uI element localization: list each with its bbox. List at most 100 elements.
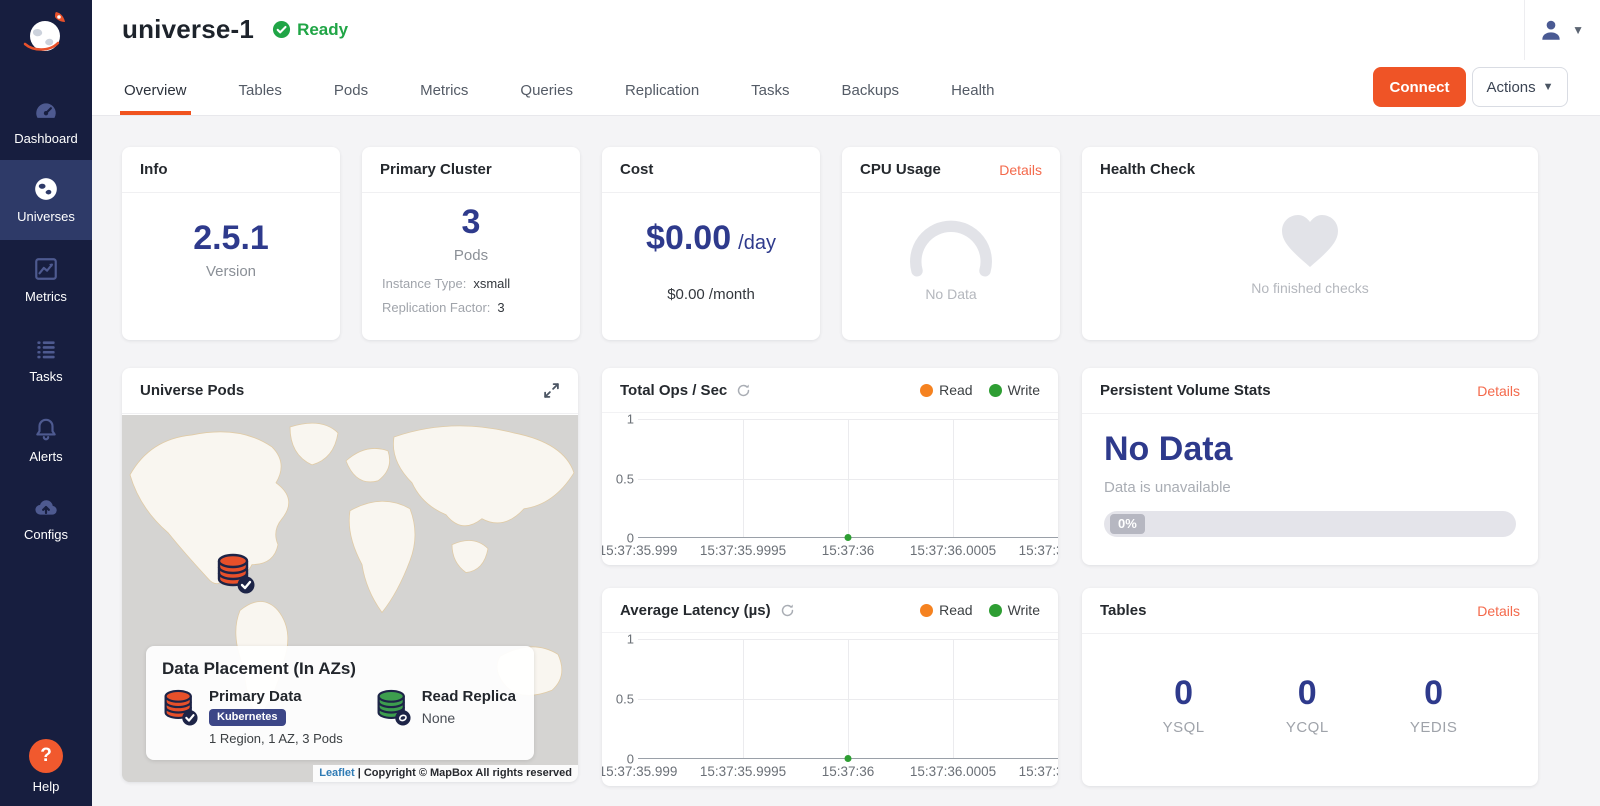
read-replica-group: Read Replica None [375, 688, 516, 746]
legend-write: Write [988, 382, 1040, 398]
replica-database-icon [377, 689, 411, 726]
tables-card: Tables Details 0 YSQL 0 YCQL 0 YEDIS [1082, 588, 1538, 786]
primary-data-group: Primary Data Kubernetes 1 Region, 1 AZ, … [162, 688, 343, 746]
connect-button[interactable]: Connect [1373, 67, 1466, 107]
world-map-graphic [122, 415, 578, 782]
sidebar-item-label: Alerts [29, 448, 63, 464]
line-chart-icon [35, 257, 57, 280]
refresh-icon[interactable] [736, 383, 751, 398]
write-legend-label: Write [1007, 382, 1040, 398]
volume-progress-label: 0% [1110, 514, 1145, 534]
read-legend-dot [920, 603, 934, 617]
cpu-details-link[interactable]: Details [999, 161, 1042, 178]
volume-no-data-text: No Data [1104, 430, 1233, 468]
cpu-usage-title: CPU Usage [860, 161, 941, 178]
tab-health[interactable]: Health [951, 82, 995, 99]
header-divider [1524, 0, 1525, 60]
tab-bar: Overview Tables Pods Metrics Queries Rep… [120, 72, 996, 115]
app-logo[interactable] [0, 8, 92, 60]
help-icon: ? [29, 739, 63, 773]
sidebar-item-help[interactable]: ? Help [0, 739, 92, 794]
legend-read: Read [920, 382, 973, 398]
legend-write: Write [988, 602, 1040, 618]
tab-replication[interactable]: Replication [624, 82, 700, 99]
universe-pods-card: Universe Pods [122, 368, 578, 782]
x-tick: 15:37:36.001 [1018, 764, 1058, 779]
tables-details-link[interactable]: Details [1477, 602, 1520, 619]
expand-icon[interactable] [543, 382, 560, 399]
read-replica-label: Read Replica [421, 688, 516, 705]
map-attribution: Leaflet | Copyright © MapBox All rights r… [313, 765, 578, 782]
task-list-icon [37, 340, 55, 358]
x-tick: 15:37:36 [821, 764, 875, 779]
tab-tables[interactable]: Tables [238, 82, 282, 99]
volume-subtext: Data is unavailable [1104, 479, 1231, 496]
version-value: 2.5.1 [193, 219, 269, 257]
x-tick: 15:37:35.9995 [699, 764, 787, 779]
sidebar-item-label: Universes [17, 209, 75, 224]
read-legend-label: Read [939, 602, 973, 618]
ycql-label: YCQL [1285, 719, 1329, 736]
cost-per-day-unit: /day [738, 232, 776, 254]
volume-details-link[interactable]: Details [1477, 382, 1520, 399]
sidebar-item-metrics[interactable]: Metrics [0, 240, 92, 319]
help-label: Help [32, 779, 60, 794]
pods-label: Pods [453, 247, 489, 264]
y-tick: 0.5 [615, 691, 634, 707]
tab-tasks[interactable]: Tasks [751, 82, 790, 99]
kubernetes-badge: Kubernetes [209, 709, 286, 726]
world-map[interactable]: Data Placement (In AZs) Primary Data [122, 415, 578, 782]
avg-latency-chart-card: Average Latency (µs) Read Write [602, 588, 1058, 786]
sidebar-item-label: Configs [23, 526, 69, 542]
topbar: universe-1 Ready ▼ Overview Tables Pods … [92, 0, 1600, 116]
primary-cluster-title: Primary Cluster [362, 147, 580, 193]
sidebar-item-universes[interactable]: Universes [0, 160, 92, 240]
sidebar-item-dashboard[interactable]: Dashboard [0, 82, 92, 161]
sidebar-item-tasks[interactable]: Tasks [0, 320, 92, 399]
tab-metrics[interactable]: Metrics [420, 82, 469, 99]
gauge-arc-icon [910, 220, 992, 277]
replication-factor-row: Replication Factor: 3 [382, 300, 560, 315]
primary-cluster-map-marker[interactable] [215, 553, 255, 600]
write-data-point [844, 755, 852, 762]
x-tick: 15:37:35.999 [602, 764, 678, 779]
y-tick: 1 [626, 411, 634, 427]
x-tick: 15:37:35.9995 [699, 543, 787, 558]
user-menu[interactable]: ▼ [1538, 17, 1584, 43]
sidebar: Dashboard Universes Metrics [0, 0, 92, 806]
page-title: universe-1 [122, 14, 255, 44]
globe-icon [35, 178, 57, 200]
cost-card-title: Cost [602, 147, 820, 193]
status-text: Ready [297, 19, 349, 39]
info-card: Info 2.5.1 Version [122, 147, 340, 340]
actions-button[interactable]: Actions ▼ [1472, 67, 1568, 107]
primary-cluster-card: Primary Cluster 3 Pods Instance Type: xsm… [362, 147, 580, 340]
tab-queries[interactable]: Queries [520, 82, 573, 99]
sidebar-item-configs[interactable]: Configs [0, 478, 92, 557]
read-legend-label: Read [939, 382, 973, 398]
tab-overview[interactable]: Overview [120, 72, 191, 115]
ycql-stat: 0 YCQL [1286, 674, 1329, 736]
total-ops-title: Total Ops / Sec [620, 381, 728, 399]
actions-button-label: Actions [1486, 78, 1536, 96]
cpu-no-data-text: No Data [925, 286, 977, 302]
data-placement-panel: Data Placement (In AZs) Primary Data [146, 646, 534, 760]
tab-pods[interactable]: Pods [333, 82, 369, 99]
data-placement-title: Data Placement (In AZs) [162, 659, 356, 678]
universe-pods-title: Universe Pods [140, 382, 245, 399]
primary-data-label: Primary Data [209, 688, 302, 705]
y-tick: 0.5 [615, 471, 634, 486]
sidebar-item-label: Metrics [25, 288, 67, 304]
sidebar-item-alerts[interactable]: Alerts [0, 400, 92, 479]
y-tick: 1 [626, 631, 634, 647]
refresh-icon[interactable] [780, 603, 795, 618]
leaflet-link[interactable]: Leaflet [319, 767, 355, 779]
chevron-down-icon: ▼ [1542, 81, 1554, 93]
legend-read: Read [920, 602, 973, 618]
yedis-count: 0 [1424, 674, 1444, 712]
x-tick: 15:37:36.0005 [909, 543, 997, 558]
ycql-count: 0 [1297, 674, 1317, 712]
tab-backups[interactable]: Backups [841, 82, 900, 99]
cost-card: Cost $0.00 /day $0.00 /month [602, 147, 820, 340]
